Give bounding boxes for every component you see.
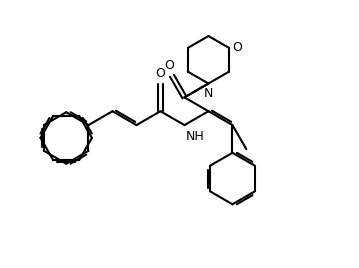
- Text: O: O: [155, 66, 165, 80]
- Text: O: O: [164, 59, 174, 72]
- Text: N: N: [204, 87, 213, 100]
- Text: O: O: [232, 41, 242, 54]
- Text: NH: NH: [186, 130, 204, 143]
